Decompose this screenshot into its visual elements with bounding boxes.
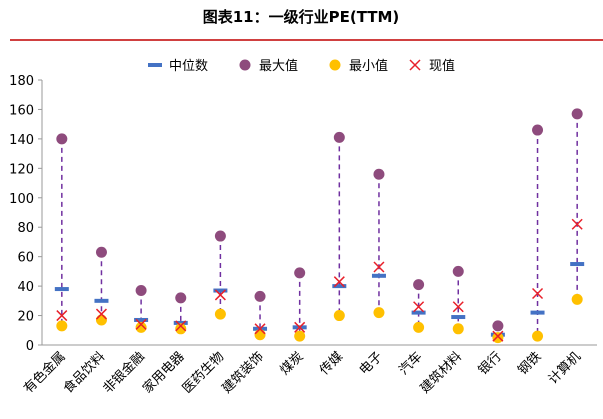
x-tick-label: 家用电器	[139, 349, 187, 397]
dot-mark	[373, 168, 385, 180]
x-mark	[135, 318, 147, 330]
dot-mark	[214, 308, 226, 320]
y-tick-label: 180	[9, 74, 34, 89]
x-tick-label: 计算机	[546, 349, 584, 387]
dot-mark	[413, 321, 425, 333]
x-tick-label: 建筑材料	[417, 349, 465, 397]
x-mark	[56, 310, 68, 322]
dot-mark	[373, 307, 385, 319]
x-tick-label: 煤炭	[278, 349, 307, 378]
y-tick-label: 140	[9, 133, 34, 148]
x-mark	[373, 261, 385, 273]
dot-mark	[571, 293, 583, 305]
dot-mark	[571, 108, 583, 120]
legend-marker	[329, 59, 341, 71]
x-tick-label: 医药生物	[180, 349, 227, 396]
dot-mark	[532, 124, 544, 136]
x-tick-label: 非银金融	[100, 349, 148, 397]
y-tick-label: 60	[17, 251, 34, 266]
dot-mark	[56, 133, 68, 145]
x-mark	[95, 308, 107, 320]
dot-mark	[333, 310, 345, 322]
x-tick-label: 建筑装饰	[219, 349, 267, 397]
y-tick-label: 40	[17, 280, 34, 295]
legend-label: 中位数	[169, 59, 208, 74]
x-tick-label: 银行	[476, 349, 505, 378]
y-tick-label: 100	[9, 192, 34, 207]
legend-label: 最大值	[259, 58, 298, 74]
x-mark	[492, 330, 504, 342]
x-mark	[254, 323, 266, 335]
dot-mark	[294, 267, 306, 279]
x-mark	[452, 301, 464, 313]
y-tick-label: 20	[17, 310, 34, 325]
dot-mark	[56, 320, 68, 332]
x-mark	[214, 289, 226, 301]
chart-title: 图表11：一级行业PE(TTM)	[203, 8, 400, 26]
legend-marker	[409, 59, 421, 71]
y-tick-label: 160	[9, 103, 34, 118]
legend-marker	[239, 59, 251, 71]
dot-mark	[492, 320, 504, 332]
dot-mark	[333, 131, 345, 143]
dot-mark	[135, 285, 147, 297]
x-mark	[175, 320, 187, 332]
dot-mark	[294, 330, 306, 342]
x-tick-label: 电子	[357, 349, 386, 378]
dot-mark	[532, 330, 544, 342]
dot-mark	[95, 314, 107, 326]
y-tick-label: 120	[9, 162, 34, 177]
dot-mark	[175, 292, 187, 304]
x-tick-label: 食品饮料	[60, 349, 108, 397]
x-mark	[571, 218, 583, 230]
dot-mark	[175, 323, 187, 335]
dot-mark	[492, 332, 504, 344]
y-tick-label: 0	[26, 339, 34, 354]
legend-label: 最小值	[349, 58, 388, 74]
x-mark	[333, 276, 345, 288]
x-mark	[413, 301, 425, 313]
x-tick-label: 汽车	[396, 349, 426, 379]
x-tick-label: 钢铁	[515, 349, 544, 378]
dot-mark	[135, 321, 147, 333]
x-mark	[294, 321, 306, 333]
x-tick-label: 传媒	[317, 349, 346, 378]
x-mark	[532, 287, 544, 300]
legend-label: 现值	[429, 58, 455, 74]
y-tick-label: 80	[17, 221, 34, 236]
dot-mark	[95, 246, 107, 258]
x-tick-label: 有色金属	[21, 349, 69, 397]
dot-mark	[254, 329, 266, 341]
dot-mark	[254, 290, 266, 302]
dot-mark	[413, 279, 425, 291]
dot-mark	[214, 230, 226, 242]
dot-mark	[452, 265, 464, 277]
dot-mark	[452, 323, 464, 335]
